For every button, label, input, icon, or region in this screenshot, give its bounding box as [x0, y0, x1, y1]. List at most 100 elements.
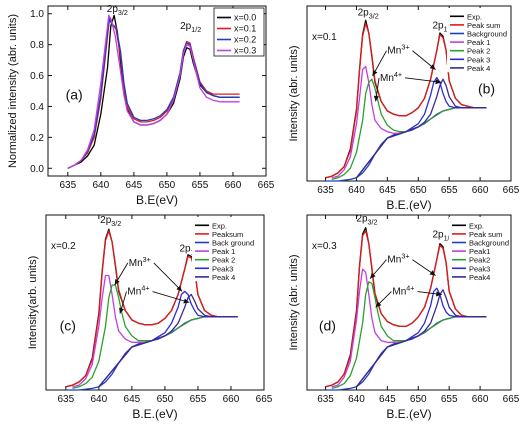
x-tick-label: 645 — [124, 394, 141, 405]
valence-annotation: Mn3+ — [387, 43, 409, 57]
composition-label: x=0.2 — [51, 241, 76, 252]
y-axis-label: Intensity (abr. units) — [288, 255, 300, 351]
legend-label: Peak4 — [469, 273, 490, 282]
x-tick-label: 665 — [258, 180, 275, 191]
x-tick-label: 660 — [223, 394, 240, 405]
plot-frame — [306, 5, 512, 182]
arrow-head — [429, 270, 436, 276]
x-tick-label: 650 — [410, 394, 427, 405]
composition-label: x=0.3 — [312, 241, 337, 252]
peak-label: 2p3/2 — [358, 8, 379, 21]
series-line-background — [325, 316, 487, 391]
legend-label: Peak 4 — [467, 64, 490, 73]
series-line-peaksum — [65, 230, 238, 388]
series-line-back-ground — [65, 316, 238, 391]
panel-label: (d) — [319, 318, 336, 334]
legend-label: Background — [467, 30, 507, 39]
x-tick-label: 640 — [348, 394, 365, 405]
x-tick-label: 640 — [91, 394, 108, 405]
x-tick-label: 635 — [59, 180, 76, 191]
y-axis-label: Normalized intensity (abr. units) — [7, 14, 19, 168]
series-line-background — [325, 107, 487, 182]
series-line-peak-2 — [72, 284, 238, 390]
x-tick-label: 650 — [159, 180, 176, 191]
legend-box — [213, 7, 265, 57]
y-tick-label: 0.6 — [30, 71, 44, 82]
x-tick-label: 640 — [93, 180, 110, 191]
chart-panel-4: 635 640 645 650 655 660 665 B.E.(eV) Intensity (… — [288, 213, 520, 421]
legend-label: Peaksum — [212, 230, 243, 239]
legend-label: Peak sum — [469, 230, 502, 239]
x-tick-label: 665 — [503, 394, 520, 405]
legend-label: Peak 3 — [467, 55, 490, 64]
x-tick-label: 650 — [410, 185, 427, 196]
x-tick-label: 640 — [348, 185, 365, 196]
legend-label: x=0.2 — [234, 35, 256, 45]
x-tick-label: 655 — [192, 180, 209, 191]
arrow-head — [375, 301, 382, 308]
valence-annotation: Mn3+ — [387, 252, 409, 266]
x-tick-label: 660 — [472, 185, 489, 196]
arrow-head — [429, 64, 436, 70]
panel-label: (a) — [66, 87, 83, 103]
legend-label: Peak 1 — [212, 247, 235, 256]
legend-label: Peak2 — [469, 256, 490, 265]
y-tick-label: 0.0 — [30, 164, 44, 175]
x-tick-label: 655 — [441, 185, 458, 196]
legend-label: Exp. — [212, 221, 227, 230]
peak-label: 2p3/2 — [107, 4, 128, 17]
x-tick-label: 645 — [379, 394, 396, 405]
peak-label: 2p3/2 — [100, 215, 121, 228]
peak-label: 2p3/2 — [356, 213, 377, 226]
chart-panel-3: 635 640 645 650 655 660 665 B.E.(eV) Intensity(a… — [27, 214, 273, 421]
series-line-peak2 — [331, 281, 487, 390]
plot-frame — [45, 214, 265, 391]
legend-label: x=0.0 — [234, 13, 256, 23]
composition-label: x=0.1 — [312, 32, 337, 43]
series-line-peak-4 — [355, 78, 487, 179]
x-axis-label: B.E.(eV) — [132, 407, 177, 421]
x-tick-label: 655 — [441, 394, 458, 405]
arrow-head — [372, 69, 378, 76]
plot-frame — [306, 214, 512, 391]
arrow-head — [119, 307, 125, 314]
annotation-arrow — [152, 291, 190, 303]
legend-label: Peak3 — [212, 264, 233, 273]
series-line-peak-2 — [331, 78, 487, 181]
x-tick-label: 635 — [57, 394, 74, 405]
annotation-arrow — [405, 77, 442, 83]
arrow-head — [176, 285, 183, 292]
legend-label: Peak 1 — [467, 38, 490, 47]
legend-label: Background — [469, 239, 509, 248]
arrow-head — [435, 291, 442, 297]
panel-label: (b) — [478, 81, 495, 97]
valence-annotation: Mn4+ — [127, 284, 149, 298]
x-tick-label: 635 — [317, 394, 334, 405]
legend-box — [447, 8, 509, 73]
legend-label: Exp. — [469, 221, 484, 230]
arrow-head — [435, 79, 442, 85]
x-axis-label: B.E.(eV) — [386, 407, 431, 421]
legend-label: Peak sum — [467, 21, 500, 30]
arrow-head — [183, 298, 190, 304]
panel-label: (c) — [60, 318, 76, 334]
x-tick-label: 660 — [472, 394, 489, 405]
y-tick-label: 1.0 — [30, 9, 44, 20]
legend-label: Exp. — [467, 12, 482, 21]
x-tick-label: 645 — [379, 185, 396, 196]
x-axis-label: B.E.(eV) — [386, 198, 431, 212]
valence-annotation: Mn3+ — [129, 255, 151, 269]
series-line-peak-4 — [98, 293, 238, 388]
legend-label: Peak 2 — [212, 256, 235, 265]
series-line-peak3 — [98, 290, 238, 388]
legend-label: Back ground — [212, 239, 254, 248]
series-line-x-0-3 — [67, 14, 240, 169]
chart-panel-1: 635 640 645 650 655 660 665 0.0 0.2 0.4 0.6 0.8 1.0 B… — [7, 4, 275, 207]
series-line-x-0-2 — [67, 17, 240, 169]
series-line-peak-sum — [325, 22, 487, 179]
legend-label: Peak 4 — [212, 273, 235, 282]
legend-label: x=0.3 — [234, 46, 256, 56]
x-tick-label: 655 — [190, 394, 207, 405]
series-line-peak4 — [355, 289, 487, 388]
